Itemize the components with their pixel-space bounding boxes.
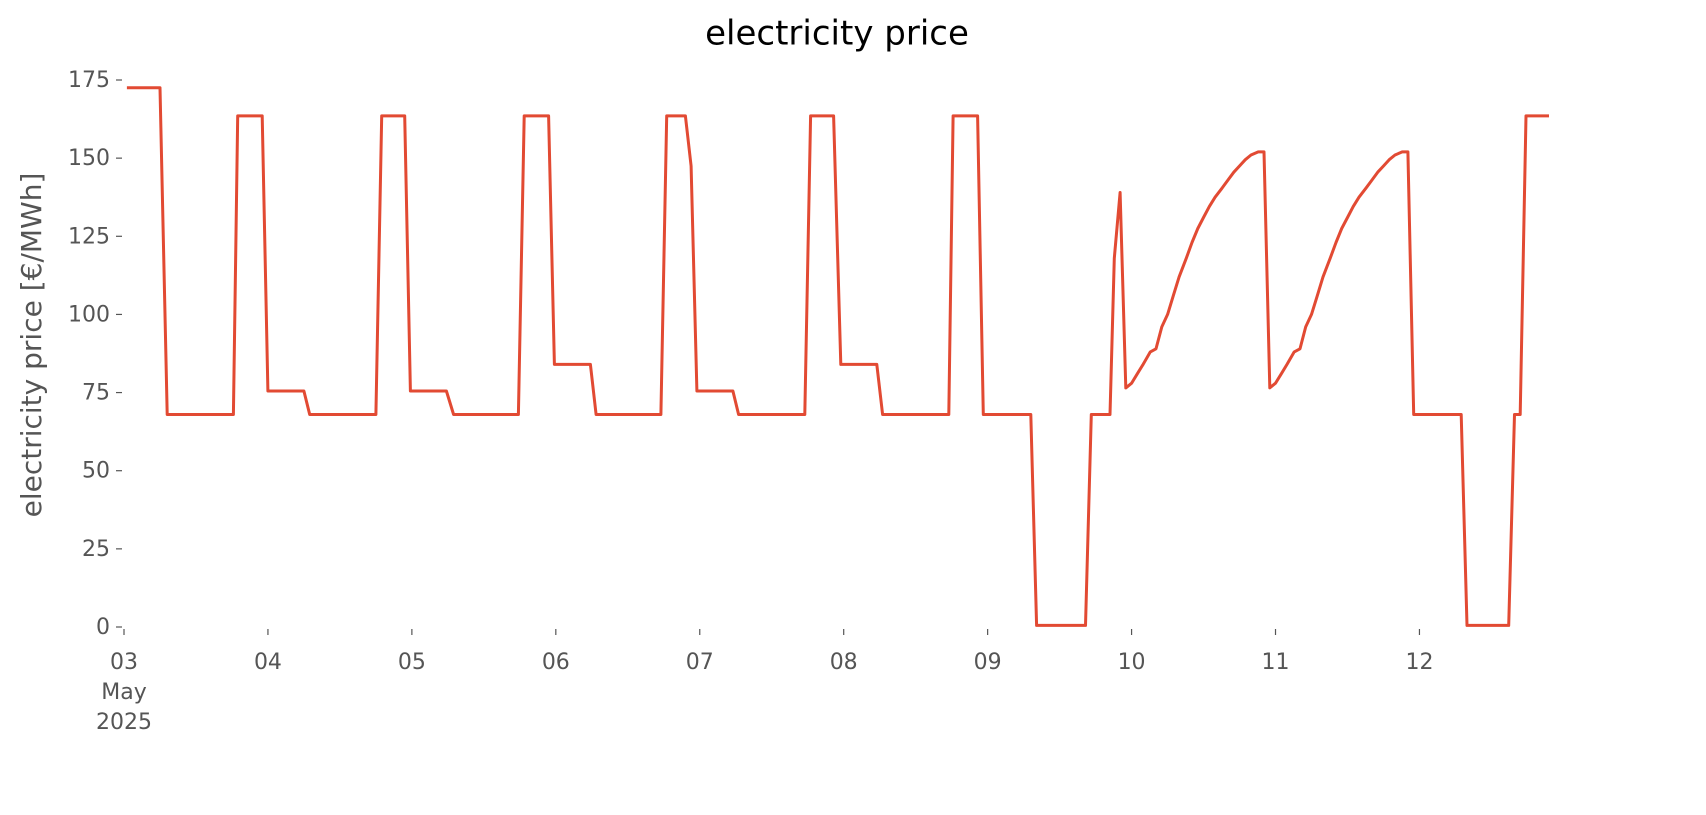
- x-tick-label: 06: [542, 650, 570, 675]
- y-tick-label: 125: [68, 224, 110, 249]
- y-tick-label: 25: [82, 537, 110, 562]
- y-tick-label: 100: [68, 302, 110, 327]
- y-tick-label: 50: [82, 459, 110, 484]
- chart-title: electricity price: [705, 14, 969, 54]
- x-tick-label: 05: [398, 650, 426, 675]
- x-tick-label: 12: [1405, 650, 1433, 675]
- y-tick-label: 75: [82, 381, 110, 406]
- y-axis-label: electricity price [€/MWh]: [15, 173, 48, 518]
- x-tick-label: 08: [830, 650, 858, 675]
- y-tick-label: 175: [68, 68, 110, 93]
- x-tick-label: 11: [1262, 650, 1290, 675]
- x-tick-label: 04: [254, 650, 282, 675]
- y-tick-label: 0: [96, 615, 110, 640]
- line-series: [126, 86, 1549, 627]
- x-tick-label: 10: [1118, 650, 1146, 675]
- x-tick-label: 03 May 2025: [96, 650, 152, 735]
- x-tick-label: 09: [974, 650, 1002, 675]
- x-tick-label: 07: [686, 650, 714, 675]
- y-tick-label: 150: [68, 146, 110, 171]
